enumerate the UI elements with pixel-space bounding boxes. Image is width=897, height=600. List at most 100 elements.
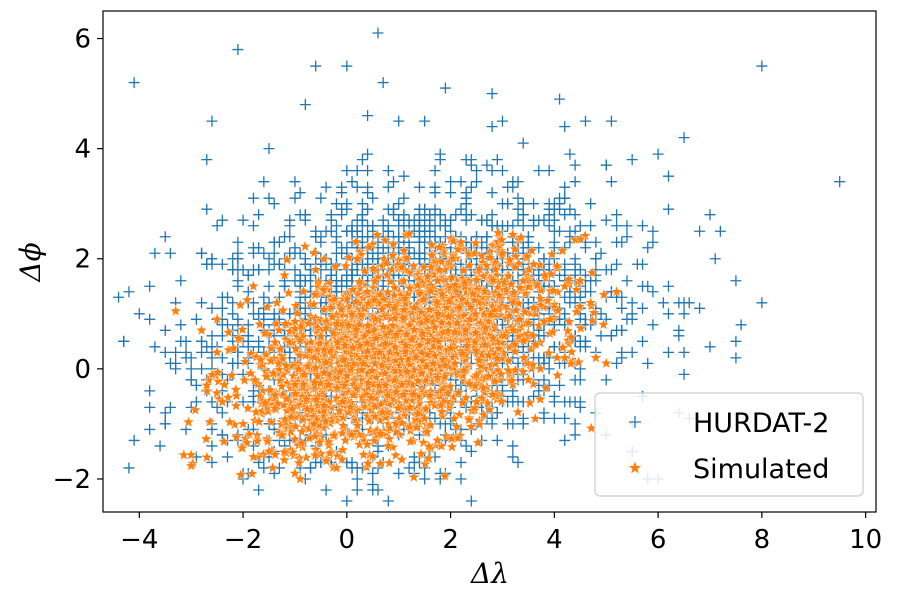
hurdat-point <box>279 280 291 292</box>
hurdat-point <box>569 335 581 347</box>
hurdat-point <box>559 121 571 133</box>
simulated-point <box>451 316 464 329</box>
hurdat-point <box>159 418 171 430</box>
simulated-point <box>182 415 195 428</box>
hurdat-point <box>673 297 685 309</box>
simulated-point <box>544 267 558 280</box>
simulated-point <box>217 435 231 447</box>
simulated-point <box>268 401 282 414</box>
simulated-point <box>407 323 421 335</box>
hurdat-point <box>528 390 540 402</box>
hurdat-point <box>222 451 234 463</box>
simulated-point <box>484 307 497 320</box>
simulated-point <box>475 391 488 404</box>
hurdat-point <box>616 302 628 314</box>
hurdat-point <box>242 319 254 331</box>
simulated-point <box>216 395 229 408</box>
hurdat-point <box>382 225 394 237</box>
simulated-point <box>452 386 465 399</box>
simulated-point <box>407 259 420 272</box>
hurdat-point <box>325 225 337 237</box>
hurdat-point <box>403 242 415 254</box>
hurdat-point <box>227 308 239 320</box>
x-tick-label: −2 <box>224 525 262 555</box>
simulated-point <box>374 397 388 410</box>
hurdat-point <box>548 396 560 408</box>
simulated-point <box>369 357 382 369</box>
hurdat-point <box>455 456 467 468</box>
hurdat-point <box>533 242 545 254</box>
simulated-point <box>210 386 224 399</box>
hurdat-point <box>605 115 617 127</box>
hurdat-point <box>585 220 597 232</box>
simulated-point <box>390 328 403 341</box>
x-tick-label: 4 <box>546 525 563 555</box>
simulated-point <box>492 226 505 239</box>
simulated-point <box>350 322 363 335</box>
hurdat-point <box>642 357 654 369</box>
simulated-point <box>307 246 321 259</box>
hurdat-point <box>496 165 508 177</box>
simulated-point <box>462 413 476 426</box>
simulated-point <box>469 236 482 249</box>
simulated-point <box>288 378 302 390</box>
simulated-point <box>230 389 243 402</box>
hurdat-point <box>455 473 467 485</box>
simulated-point <box>435 287 449 300</box>
simulated-point <box>339 259 353 272</box>
simulated-point <box>410 420 423 433</box>
simulated-point <box>342 251 356 264</box>
simulated-point <box>287 369 300 382</box>
simulated-point <box>289 299 303 312</box>
simulated-point <box>550 259 564 272</box>
hurdat-point <box>538 352 550 364</box>
simulated-point <box>293 348 306 361</box>
hurdat-point <box>574 264 586 276</box>
hurdat-point <box>289 264 301 276</box>
simulated-point <box>482 369 496 382</box>
hurdat-point <box>559 396 571 408</box>
simulated-point <box>414 447 428 460</box>
simulated-point <box>264 341 278 354</box>
simulated-point <box>363 423 377 436</box>
simulated-point <box>522 373 535 386</box>
hurdat-point <box>429 165 441 177</box>
legend-label-hurdat-2: HURDAT-2 <box>693 408 829 439</box>
hurdat-point <box>206 115 218 127</box>
simulated-point <box>279 359 293 372</box>
simulated-point <box>508 242 522 255</box>
hurdat-point <box>694 302 706 314</box>
simulated-point <box>289 342 302 355</box>
simulated-point <box>496 246 509 259</box>
simulated-point <box>288 314 302 327</box>
simulated-point <box>346 340 360 353</box>
simulated-point <box>210 312 224 325</box>
simulated-point <box>551 304 565 317</box>
hurdat-point <box>216 429 228 441</box>
hurdat-point <box>362 231 374 243</box>
simulated-point <box>471 436 485 448</box>
hurdat-point <box>662 346 674 358</box>
simulated-point <box>460 339 474 352</box>
simulated-point <box>293 333 307 346</box>
simulated-point <box>436 409 450 422</box>
hurdat-point <box>496 198 508 210</box>
simulated-point <box>443 379 457 392</box>
simulated-point <box>349 414 362 426</box>
simulated-point <box>556 340 570 353</box>
simulated-point <box>376 405 389 418</box>
hurdat-point <box>413 253 425 265</box>
simulated-point <box>439 358 452 371</box>
simulated-point <box>506 378 520 391</box>
simulated-point <box>230 430 243 443</box>
simulated-point <box>400 251 413 264</box>
simulated-point <box>527 301 540 314</box>
simulated-point <box>270 296 284 309</box>
simulated-point <box>184 459 198 472</box>
simulated-point <box>203 415 217 428</box>
simulated-point <box>386 248 399 261</box>
hurdat-point <box>149 341 161 353</box>
simulated-point <box>454 235 468 248</box>
simulated-point <box>280 392 293 405</box>
hurdat-point <box>367 192 379 204</box>
